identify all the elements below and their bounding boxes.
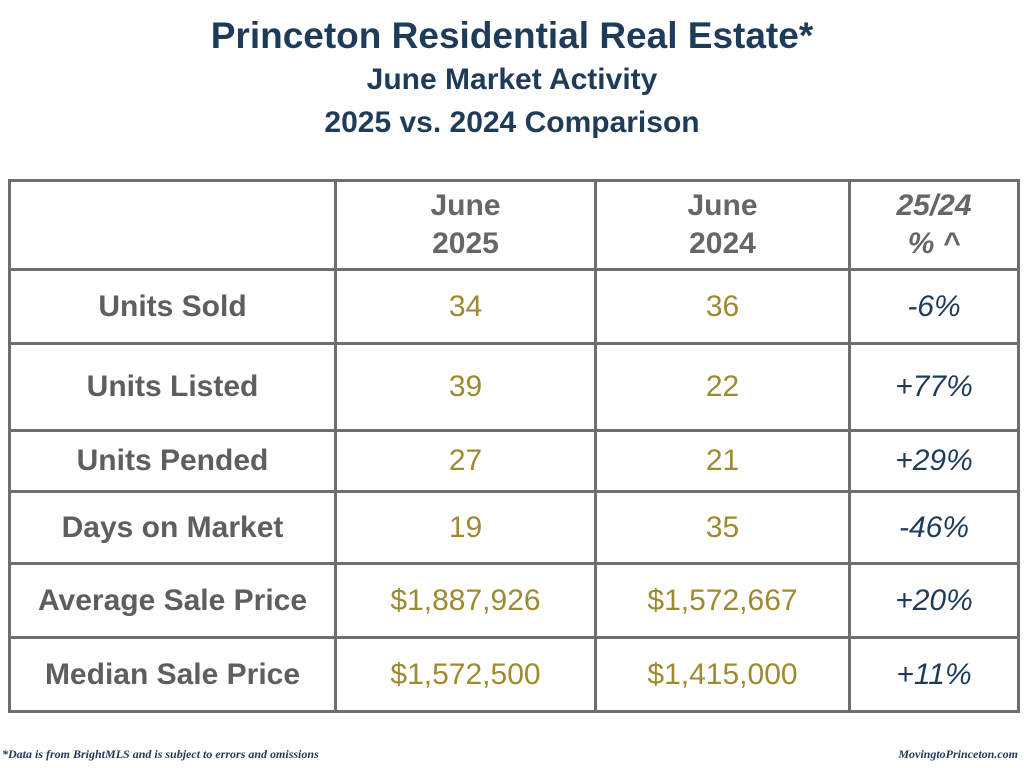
table-row: Units Listed 39 22 +77% [8, 342, 1020, 432]
row-label-days-on-market: Days on Market [8, 490, 337, 565]
header-cell-empty [8, 179, 337, 271]
percent-change: -6% [848, 268, 1020, 345]
table-row: Units Pended 27 21 +29% [8, 429, 1020, 493]
header-cell-june-2024: June 2024 [594, 179, 851, 271]
value-2025: 19 [334, 490, 597, 565]
header-percent-line1: 25/24 [896, 189, 972, 222]
value-2024: 35 [594, 490, 851, 565]
header-june-2024-line1: June [687, 189, 758, 222]
table-row: Units Sold 34 36 -6% [8, 268, 1020, 345]
value-2024: 36 [594, 268, 851, 345]
header-cell-percent-change: 25/24 % ^ [848, 179, 1020, 271]
value-2024: 21 [594, 429, 851, 493]
table-row: Days on Market 19 35 -46% [8, 490, 1020, 565]
header-cell-june-2025: June 2025 [334, 179, 597, 271]
percent-change: +20% [848, 562, 1020, 639]
value-2025: 39 [334, 342, 597, 432]
header-june-2024-line2: 2024 [689, 227, 756, 260]
value-2024: $1,415,000 [594, 636, 851, 713]
row-label-units-sold: Units Sold [8, 268, 337, 345]
data-source-disclaimer: *Data is from BrightMLS and is subject t… [2, 747, 319, 761]
table-row: Median Sale Price $1,572,500 $1,415,000 … [8, 636, 1020, 713]
percent-change: -46% [848, 490, 1020, 565]
table-row: Average Sale Price $1,887,926 $1,572,667… [8, 562, 1020, 639]
header-percent-line2: % ^ [907, 227, 961, 260]
row-label-units-listed: Units Listed [8, 342, 337, 432]
website-credit: MovingtoPrinceton.com [898, 747, 1018, 761]
row-label-median-sale-price: Median Sale Price [8, 636, 337, 713]
table-header-row: June 2025 June 2024 25/24 % ^ [8, 179, 1020, 271]
comparison-subtitle: 2025 vs. 2024 Comparison [324, 106, 700, 139]
row-label-average-sale-price: Average Sale Price [8, 562, 337, 639]
header-june-2025-line1: June [430, 189, 501, 222]
value-2025: $1,572,500 [334, 636, 597, 713]
value-2025: 34 [334, 268, 597, 345]
page-title: Princeton Residential Real Estate* [210, 15, 814, 56]
value-2025: 27 [334, 429, 597, 493]
value-2024: $1,572,667 [594, 562, 851, 639]
title-block: Princeton Residential Real Estate* June … [0, 14, 1024, 145]
percent-change: +77% [848, 342, 1020, 432]
percent-change: +29% [848, 429, 1020, 493]
row-label-units-pended: Units Pended [8, 429, 337, 493]
value-2024: 22 [594, 342, 851, 432]
value-2025: $1,887,926 [334, 562, 597, 639]
percent-change: +11% [848, 636, 1020, 713]
header-june-2025-line2: 2025 [432, 227, 499, 260]
market-activity-table: June 2025 June 2024 25/24 % ^ Units Sold… [8, 179, 1020, 713]
page-subtitle: June Market Activity [366, 63, 658, 96]
